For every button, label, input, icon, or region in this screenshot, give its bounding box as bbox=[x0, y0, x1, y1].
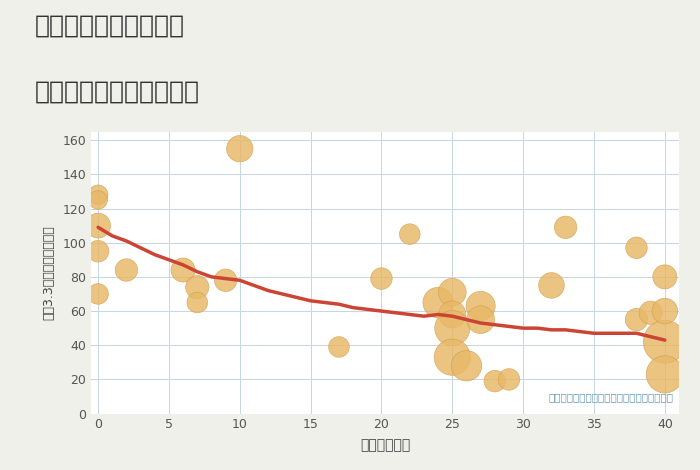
Point bbox=[192, 283, 203, 291]
Point bbox=[503, 376, 514, 383]
Point bbox=[447, 324, 458, 332]
Point bbox=[447, 289, 458, 296]
Text: 奈良県奈良市三碓町の: 奈良県奈良市三碓町の bbox=[35, 14, 185, 38]
Point bbox=[447, 311, 458, 318]
Point bbox=[333, 343, 344, 351]
Point bbox=[92, 191, 104, 199]
Text: 円の大きさは、取引のあった物件面積を示す: 円の大きさは、取引のあった物件面積を示す bbox=[548, 392, 673, 402]
Point bbox=[560, 224, 571, 231]
Point bbox=[659, 338, 671, 345]
Point bbox=[92, 248, 104, 255]
Point bbox=[631, 244, 642, 251]
Point bbox=[121, 266, 132, 274]
X-axis label: 築年数（年）: 築年数（年） bbox=[360, 439, 410, 453]
Point bbox=[546, 282, 557, 289]
Point bbox=[631, 316, 642, 323]
Point bbox=[659, 307, 671, 315]
Point bbox=[234, 145, 246, 152]
Point bbox=[92, 222, 104, 229]
Point bbox=[192, 299, 203, 306]
Point bbox=[645, 309, 657, 316]
Point bbox=[376, 275, 387, 282]
Point bbox=[489, 377, 500, 385]
Point bbox=[461, 362, 472, 369]
Point bbox=[433, 299, 444, 306]
Point bbox=[92, 196, 104, 204]
Y-axis label: 坪（3.3㎡）単価（万円）: 坪（3.3㎡）単価（万円） bbox=[42, 225, 55, 320]
Text: 築年数別中古戸建て価格: 築年数別中古戸建て価格 bbox=[35, 80, 200, 104]
Point bbox=[475, 316, 486, 323]
Point bbox=[220, 276, 231, 284]
Point bbox=[92, 290, 104, 298]
Point bbox=[447, 353, 458, 361]
Point bbox=[178, 266, 189, 274]
Point bbox=[475, 302, 486, 310]
Point bbox=[404, 230, 415, 238]
Point bbox=[659, 273, 671, 281]
Point bbox=[659, 370, 671, 378]
